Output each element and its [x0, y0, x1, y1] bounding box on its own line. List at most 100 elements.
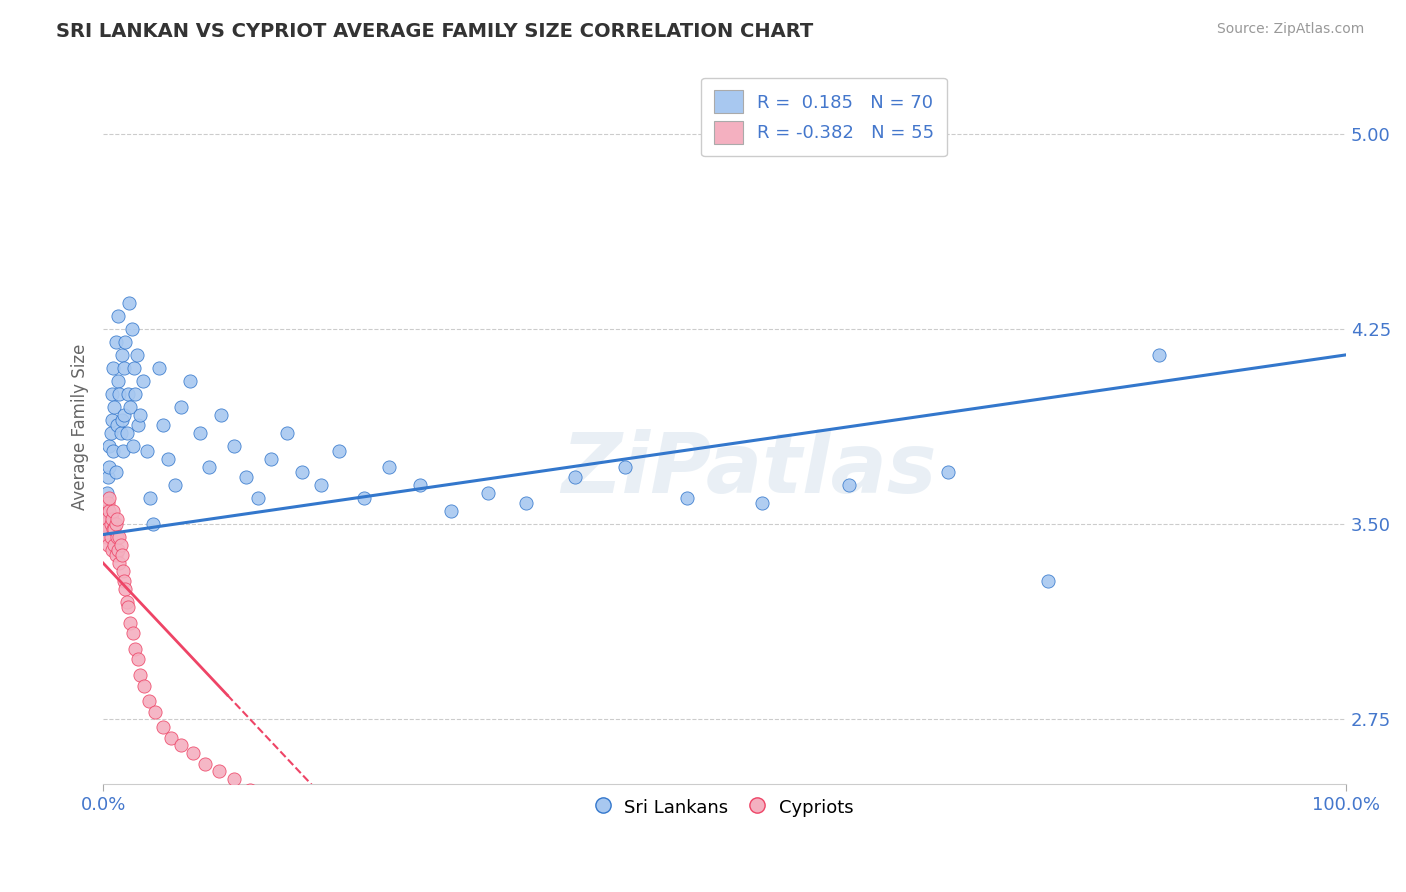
Point — [477, 486, 499, 500]
Point — [335, 816, 357, 830]
Point — [139, 491, 162, 505]
Point — [179, 374, 201, 388]
Point — [291, 465, 314, 479]
Point — [222, 439, 245, 453]
Point — [120, 400, 142, 414]
Point — [1149, 348, 1171, 362]
Point — [103, 400, 125, 414]
Point — [440, 504, 463, 518]
Point — [135, 444, 157, 458]
Point — [378, 459, 401, 474]
Point — [209, 408, 232, 422]
Point — [103, 538, 125, 552]
Point — [111, 348, 134, 362]
Point — [115, 425, 138, 440]
Point — [117, 600, 139, 615]
Point — [108, 556, 131, 570]
Point — [122, 439, 145, 453]
Point — [115, 595, 138, 609]
Point — [105, 418, 128, 433]
Legend: Sri Lankans, Cypriots: Sri Lankans, Cypriots — [588, 789, 860, 825]
Point — [122, 360, 145, 375]
Point — [142, 517, 165, 532]
Point — [235, 470, 257, 484]
Point — [101, 387, 124, 401]
Point — [127, 418, 149, 433]
Point — [101, 444, 124, 458]
Point — [100, 530, 122, 544]
Point — [402, 835, 425, 849]
Point — [108, 530, 131, 544]
Point — [96, 512, 118, 526]
Point — [208, 764, 231, 779]
Point — [111, 444, 134, 458]
Point — [117, 387, 139, 401]
Point — [170, 739, 193, 753]
Point — [112, 574, 135, 589]
Point — [515, 496, 537, 510]
Point — [101, 413, 124, 427]
Point — [122, 626, 145, 640]
Point — [222, 772, 245, 787]
Point — [111, 413, 134, 427]
Point — [112, 408, 135, 422]
Point — [181, 746, 204, 760]
Point — [188, 425, 211, 440]
Point — [107, 309, 129, 323]
Point — [309, 478, 332, 492]
Y-axis label: Average Family Size: Average Family Size — [72, 343, 89, 509]
Point — [936, 465, 959, 479]
Point — [98, 439, 121, 453]
Point — [96, 486, 118, 500]
Point — [108, 387, 131, 401]
Text: ZiPatlas: ZiPatlas — [561, 429, 938, 510]
Point — [366, 830, 388, 844]
Point — [409, 478, 432, 492]
Point — [104, 549, 127, 563]
Point — [118, 295, 141, 310]
Point — [94, 504, 117, 518]
Point — [114, 334, 136, 349]
Point — [112, 360, 135, 375]
Point — [129, 408, 152, 422]
Point — [353, 491, 375, 505]
Point — [305, 808, 328, 822]
Point — [160, 731, 183, 745]
Point — [127, 652, 149, 666]
Point — [105, 530, 128, 544]
Point — [676, 491, 699, 505]
Point — [489, 850, 512, 864]
Point — [247, 491, 270, 505]
Text: Source: ZipAtlas.com: Source: ZipAtlas.com — [1216, 22, 1364, 37]
Point — [98, 459, 121, 474]
Point — [148, 360, 170, 375]
Point — [97, 496, 120, 510]
Point — [276, 425, 298, 440]
Point — [98, 504, 121, 518]
Point — [138, 694, 160, 708]
Point — [751, 496, 773, 510]
Point — [114, 582, 136, 597]
Point — [838, 478, 860, 492]
Point — [125, 348, 148, 362]
Point — [1036, 574, 1059, 589]
Point — [121, 322, 143, 336]
Point — [134, 679, 156, 693]
Point — [194, 756, 217, 771]
Point — [100, 517, 122, 532]
Point — [446, 842, 468, 856]
Point — [152, 720, 174, 734]
Point — [105, 512, 128, 526]
Point — [260, 452, 283, 467]
Point — [94, 504, 117, 518]
Point — [129, 668, 152, 682]
Point — [111, 549, 134, 563]
Point — [281, 798, 304, 813]
Point — [110, 425, 132, 440]
Point — [101, 522, 124, 536]
Point — [97, 470, 120, 484]
Point — [328, 444, 350, 458]
Point — [103, 522, 125, 536]
Point — [107, 374, 129, 388]
Point — [93, 517, 115, 532]
